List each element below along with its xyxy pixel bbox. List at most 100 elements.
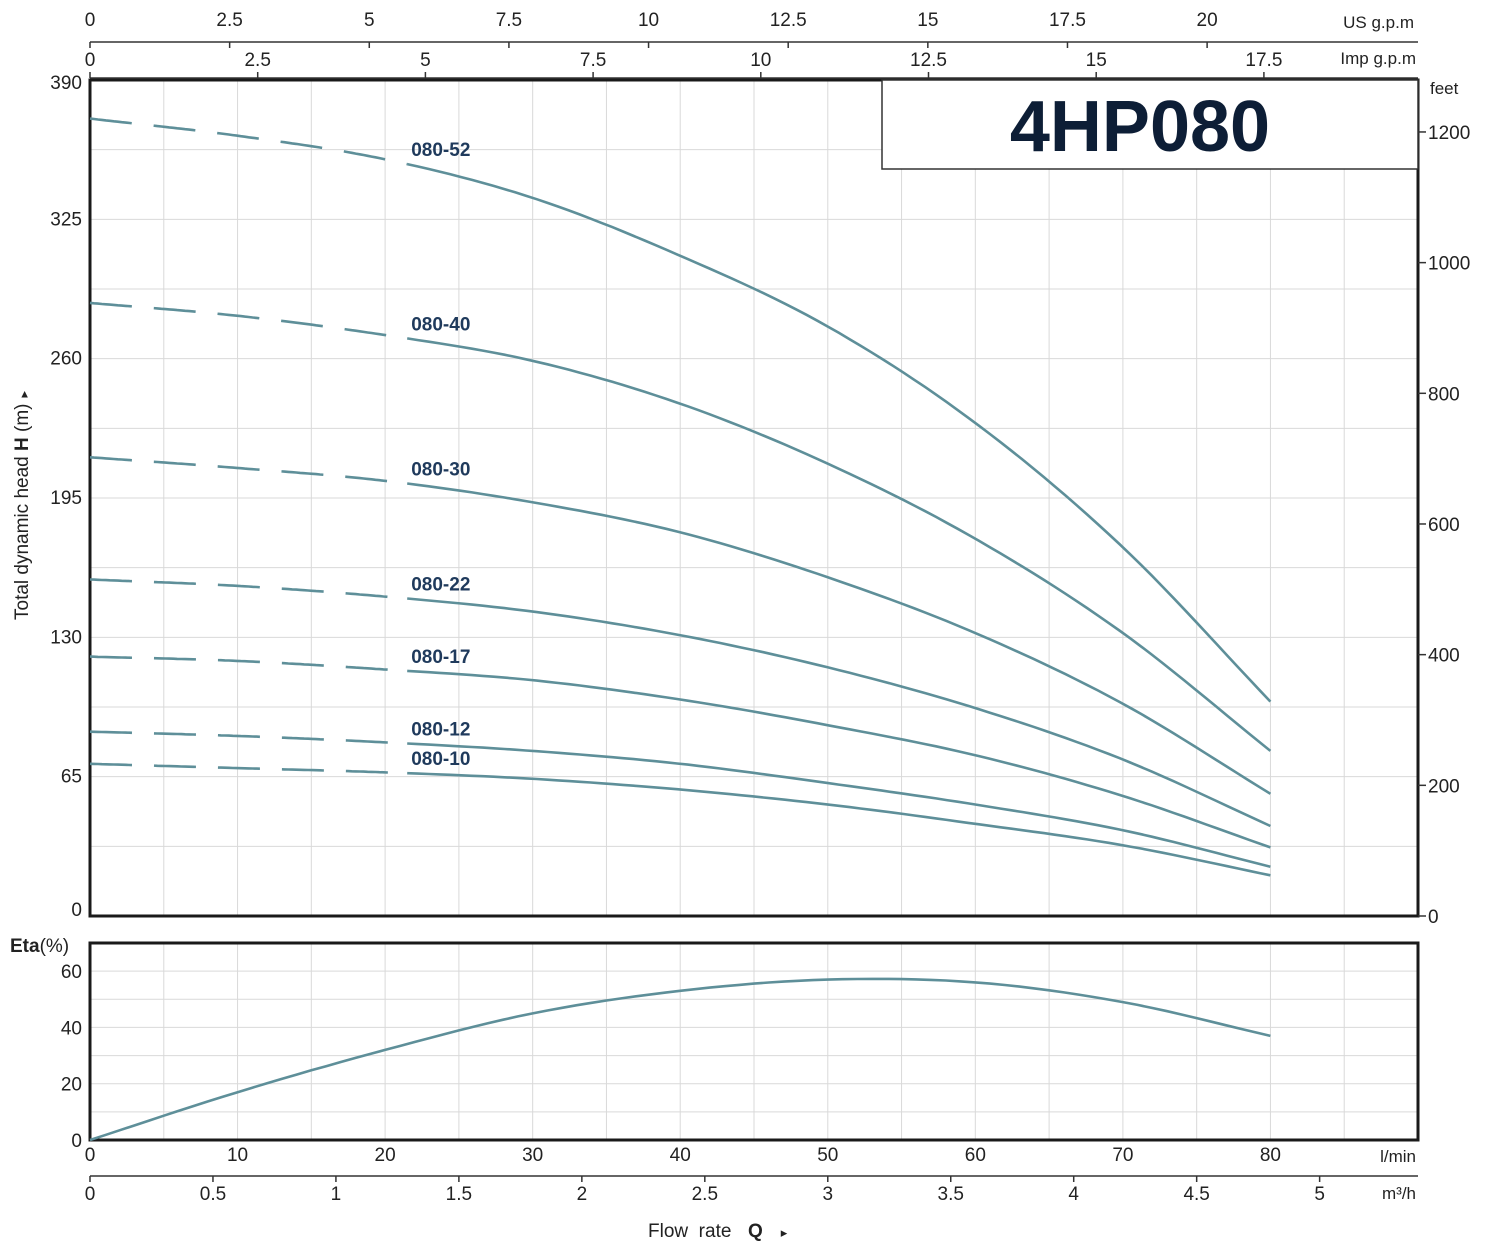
- x-axis-title-text: Flow rate: [648, 1221, 742, 1242]
- imp-gpm-tick-label: 15: [1086, 50, 1107, 71]
- curve-label-080-40: 080-40: [411, 314, 470, 335]
- m3h-tick-label: 0.5: [200, 1184, 226, 1205]
- curve-label-080-12: 080-12: [411, 719, 470, 740]
- x-tick-label: 60: [965, 1145, 986, 1166]
- eta-y-tick-label: 20: [61, 1075, 82, 1096]
- imp-gpm-tick-label: 7.5: [580, 50, 606, 71]
- imp-gpm-tick-label: 10: [750, 50, 771, 71]
- curve-080-10-dashed: [89, 762, 408, 775]
- m3h-tick-label: 5: [1314, 1184, 1325, 1205]
- x-tick-label: 40: [670, 1145, 691, 1166]
- eta-axis-title-symbol: Eta: [10, 936, 40, 957]
- curve-label-080-22: 080-22: [411, 575, 470, 596]
- y-tick-label: 195: [50, 488, 82, 509]
- imp-gpm-tick-label: 0: [85, 50, 96, 71]
- m3h-tick-label: 3: [822, 1184, 833, 1205]
- x-tick-label: 80: [1260, 1145, 1281, 1166]
- y-axis-title-text: Total dynamic head: [12, 451, 33, 620]
- curve-080-22-dashed: [89, 578, 408, 600]
- us-gpm-tick-label: 17.5: [1049, 10, 1086, 31]
- us-gpm-tick-label: 0: [85, 10, 96, 31]
- x-tick-label: 30: [522, 1145, 543, 1166]
- m3h-tick-label: 4.5: [1183, 1184, 1209, 1205]
- curve-080-12-dashed: [89, 730, 408, 745]
- title-box: 4HP080: [881, 79, 1419, 170]
- labels: 065130195260325390020040060080010001200f…: [10, 10, 1470, 1242]
- y-tick-label: 65: [61, 767, 82, 788]
- main-plot-frame: [88, 78, 1420, 918]
- y2-tick-label: 400: [1428, 646, 1460, 667]
- curve-080-52: [406, 162, 1272, 703]
- eta-curve: [89, 977, 1271, 1142]
- efficiency-curve: [89, 977, 1271, 1142]
- y-tick-label: 260: [50, 349, 82, 370]
- y2-tick-label: 0: [1428, 907, 1439, 928]
- x-axis-title: Flow rate Q ▸: [648, 1221, 788, 1242]
- x-axis-title-symbol: Q: [748, 1221, 763, 1242]
- m3h-tick-label: 1.5: [446, 1184, 472, 1205]
- us-gpm-tick-label: 7.5: [496, 10, 522, 31]
- y-axis-title: Total dynamic head H (m) ▸: [12, 391, 33, 621]
- curve-080-22: [407, 597, 1271, 828]
- x-unit-label: l/min: [1380, 1147, 1416, 1166]
- y2-unit-label: feet: [1430, 79, 1459, 98]
- title-box-frame: [881, 79, 1419, 170]
- y-tick-label: 325: [50, 209, 82, 230]
- eta-y-tick-label: 0: [71, 1131, 82, 1152]
- y-axis-title-arrow: ▸: [16, 391, 31, 398]
- us-gpm-tick-label: 2.5: [216, 10, 242, 31]
- us-gpm-tick-label: 15: [917, 10, 938, 31]
- eta-y-tick-label: 60: [61, 962, 82, 983]
- imp-gpm-tick-label: 12.5: [910, 50, 947, 71]
- curve-080-12: [407, 742, 1271, 868]
- curve-label-080-10: 080-10: [411, 749, 470, 770]
- y2-tick-label: 1200: [1428, 123, 1470, 144]
- imp-gpm-tick-label: 5: [420, 50, 431, 71]
- y2-tick-label: 600: [1428, 515, 1460, 536]
- x-tick-label: 50: [817, 1145, 838, 1166]
- curve-080-30-dashed: [89, 456, 408, 485]
- imp-gpm-tick-label: 2.5: [244, 50, 270, 71]
- x-tick-label: 0: [85, 1145, 96, 1166]
- eta-plot-frame: [88, 941, 1420, 1142]
- head-curves: [89, 117, 1272, 877]
- us-gpm-tick-label: 5: [364, 10, 375, 31]
- imp-gpm-tick-label: 17.5: [1245, 50, 1282, 71]
- axes: [88, 41, 1426, 1182]
- y-tick-label: 390: [50, 73, 82, 94]
- curve-080-10: [407, 771, 1271, 877]
- curve-080-17-dashed: [89, 655, 408, 673]
- m3h-tick-label: 2.5: [692, 1184, 718, 1205]
- curve-080-17: [407, 669, 1271, 849]
- us-gpm-unit-label: US g.p.m: [1343, 13, 1414, 32]
- curve-080-30: [407, 482, 1272, 795]
- y2-tick-label: 1000: [1428, 254, 1470, 275]
- x-axis-title-arrow: ▸: [781, 1225, 788, 1240]
- m3h-tick-label: 4: [1068, 1184, 1079, 1205]
- imp-gpm-unit-label: Imp g.p.m: [1340, 49, 1416, 68]
- curve-label-080-17: 080-17: [411, 647, 470, 668]
- chart-title: 4HP080: [1010, 87, 1270, 167]
- grid-lines: [90, 80, 1418, 1140]
- us-gpm-tick-label: 10: [638, 10, 659, 31]
- curve-080-52-dashed: [89, 117, 408, 166]
- y2-tick-label: 200: [1428, 776, 1460, 797]
- eta-axis-title: Eta(%): [10, 936, 69, 957]
- eta-axis-title-unit: (%): [40, 936, 70, 957]
- x-tick-label: 10: [227, 1145, 248, 1166]
- curve-080-40: [406, 337, 1272, 752]
- eta-y-tick-label: 40: [61, 1018, 82, 1039]
- y2-tick-label: 800: [1428, 384, 1460, 405]
- m3h-tick-label: 2: [577, 1184, 588, 1205]
- curve-label-080-30: 080-30: [411, 460, 470, 481]
- m3h-tick-label: 3.5: [938, 1184, 964, 1205]
- y-tick-label: 0: [71, 900, 82, 921]
- curve-080-40-dashed: [89, 301, 408, 340]
- us-gpm-tick-label: 20: [1197, 10, 1218, 31]
- y-axis-title-symbol: H: [12, 437, 33, 451]
- y-axis-title-unit: (m): [12, 404, 33, 438]
- m3h-unit-label: m³/h: [1382, 1184, 1416, 1203]
- x-tick-label: 70: [1112, 1145, 1133, 1166]
- m3h-tick-label: 1: [331, 1184, 342, 1205]
